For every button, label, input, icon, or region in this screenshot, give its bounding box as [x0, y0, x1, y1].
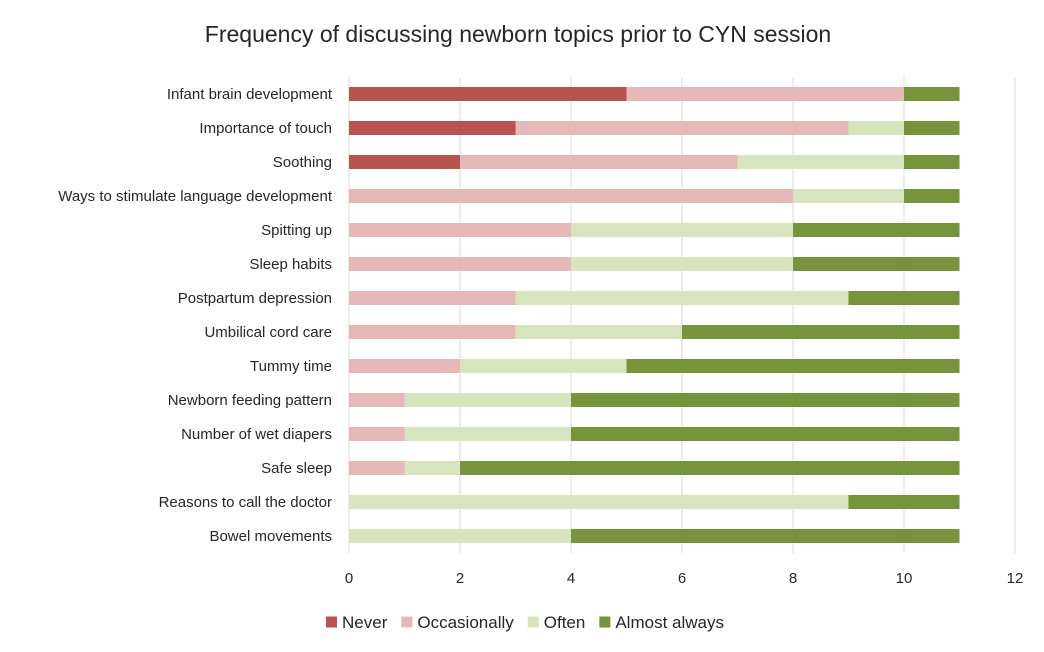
legend-swatch — [599, 616, 611, 628]
category-label: Ways to stimulate language development — [58, 188, 333, 205]
category-label: Soothing — [273, 154, 332, 171]
bar-segment — [349, 461, 405, 475]
bar-segment — [626, 87, 904, 101]
x-tick-label: 6 — [678, 570, 686, 587]
bar-segment — [404, 427, 571, 441]
bar-segment — [793, 223, 960, 237]
category-label: Sleep habits — [249, 256, 332, 273]
x-tick-label: 10 — [896, 570, 913, 587]
bar-segment — [349, 393, 405, 407]
legend-label: Never — [342, 613, 388, 632]
category-label: Newborn feeding pattern — [168, 392, 332, 409]
legend-label: Often — [544, 613, 586, 632]
category-label: Reasons to call the doctor — [159, 494, 332, 511]
bar-segment — [404, 461, 460, 475]
bar-segment — [571, 393, 960, 407]
bars-layer — [349, 87, 960, 543]
category-label: Number of wet diapers — [181, 426, 332, 443]
legend-label: Almost always — [615, 613, 724, 632]
legend-swatch — [527, 616, 539, 628]
grid-layer — [348, 77, 1016, 553]
category-label: Bowel movements — [209, 528, 332, 545]
bar-segment — [349, 359, 460, 373]
x-tick-label: 2 — [456, 570, 464, 587]
bar-segment — [848, 121, 904, 135]
bar-segment — [571, 529, 960, 543]
x-tick-label: 4 — [567, 570, 575, 587]
bar-segment — [682, 325, 960, 339]
bar-segment — [848, 291, 960, 305]
legend: Never Occasionally Often Almost always — [326, 613, 724, 632]
bar-segment — [515, 121, 849, 135]
category-label: Spitting up — [261, 222, 332, 239]
bar-segment — [904, 87, 960, 101]
bar-segment — [515, 291, 849, 305]
bar-segment — [460, 359, 627, 373]
category-label: Umbilical cord care — [204, 324, 332, 341]
legend-swatch — [401, 616, 413, 628]
bar-segment — [515, 325, 682, 339]
bar-segment — [349, 325, 516, 339]
bar-segment — [904, 121, 960, 135]
bar-segment — [349, 87, 627, 101]
bar-segment — [349, 291, 516, 305]
bar-segment — [571, 257, 793, 271]
bar-segment — [404, 393, 571, 407]
category-label: Importance of touch — [199, 120, 332, 137]
chart-title: Frequency of discussing newborn topics p… — [205, 21, 831, 47]
bar-segment — [349, 189, 793, 203]
legend-label: Occasionally — [417, 613, 514, 632]
bar-segment — [737, 155, 904, 169]
bar-segment — [349, 155, 460, 169]
bar-segment — [793, 189, 904, 203]
bar-segment — [571, 427, 960, 441]
bar-segment — [349, 427, 405, 441]
bar-segment — [349, 257, 571, 271]
bar-segment — [571, 223, 793, 237]
bar-segment — [793, 257, 960, 271]
bar-segment — [904, 189, 960, 203]
bar-segment — [349, 529, 571, 543]
bar-segment — [848, 495, 960, 509]
x-tick-labels: 0 2 4 6 8 10 12 — [345, 570, 1024, 587]
bar-segment — [460, 155, 738, 169]
bar-segment — [349, 495, 849, 509]
legend-swatch — [326, 616, 338, 628]
x-tick-label: 8 — [789, 570, 797, 587]
category-label: Safe sleep — [261, 460, 332, 477]
bar-segment — [460, 461, 960, 475]
category-label: Postpartum depression — [178, 290, 332, 307]
category-labels: Infant brain development Importance of to… — [58, 86, 333, 545]
x-tick-label: 12 — [1007, 570, 1024, 587]
bar-segment — [904, 155, 960, 169]
bar-segment — [626, 359, 960, 373]
bar-segment — [349, 223, 571, 237]
category-label: Tummy time — [250, 358, 332, 375]
bar-segment — [349, 121, 516, 135]
x-tick-label: 0 — [345, 570, 353, 587]
category-label: Infant brain development — [167, 86, 333, 103]
